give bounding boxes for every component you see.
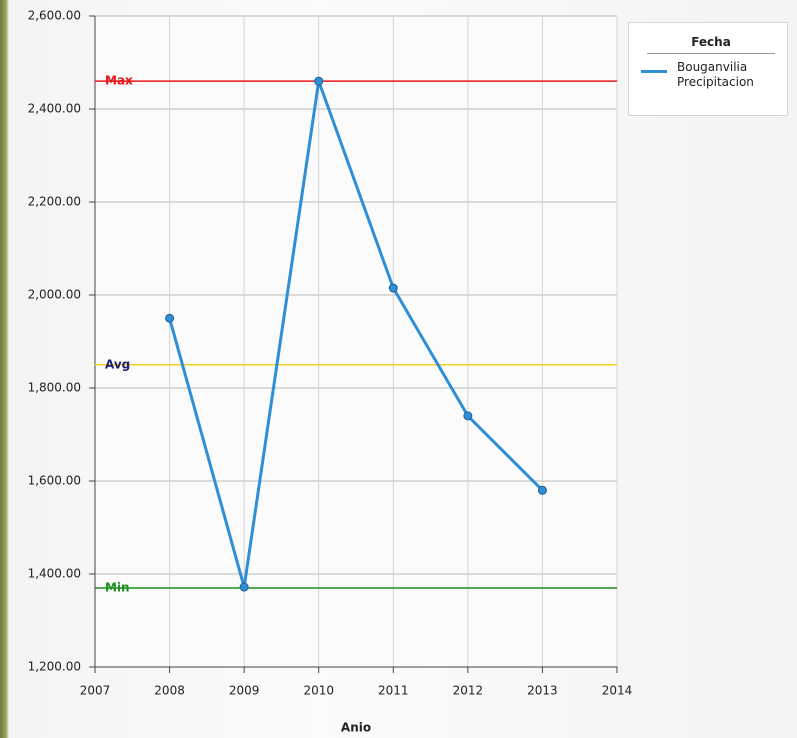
- y-tick-label: 2,400.00: [28, 102, 81, 116]
- legend-swatch: [641, 70, 667, 73]
- data-point: [388, 283, 398, 293]
- y-tick-label: 1,200.00: [28, 660, 81, 674]
- x-tick-label: 2012: [453, 684, 484, 698]
- x-tick-label: 2013: [527, 684, 558, 698]
- y-tick-label: 2,200.00: [28, 195, 81, 209]
- x-tick-label: 2010: [303, 684, 334, 698]
- data-point: [239, 582, 249, 592]
- legend-label: Bouganvilia Precipitacion: [677, 60, 754, 89]
- legend: Fecha Bouganvilia Precipitacion: [628, 22, 788, 116]
- reference-label: Min: [105, 580, 130, 594]
- plot-area: [95, 16, 617, 667]
- legend-item: Bouganvilia Precipitacion: [641, 60, 781, 90]
- y-tick-label: 2,600.00: [28, 9, 81, 23]
- data-point: [537, 485, 547, 495]
- legend-title: Fecha: [647, 35, 775, 54]
- x-tick-label: 2009: [229, 684, 260, 698]
- data-point: [314, 76, 324, 86]
- y-tick-label: 1,600.00: [28, 474, 81, 488]
- x-tick-label: 2011: [378, 684, 409, 698]
- reference-label: Avg: [105, 357, 130, 371]
- x-tick-label: 2014: [602, 684, 633, 698]
- data-point: [463, 411, 473, 421]
- y-tick-label: 1,400.00: [28, 567, 81, 581]
- x-tick-label: 2007: [80, 684, 111, 698]
- y-tick-label: 2,000.00: [28, 288, 81, 302]
- reference-label: Max: [105, 74, 133, 88]
- x-tick-label: 2008: [154, 684, 185, 698]
- data-point: [165, 313, 175, 323]
- x-axis-label: Anio: [341, 721, 371, 735]
- y-tick-label: 1,800.00: [28, 381, 81, 395]
- series-line: [168, 79, 544, 589]
